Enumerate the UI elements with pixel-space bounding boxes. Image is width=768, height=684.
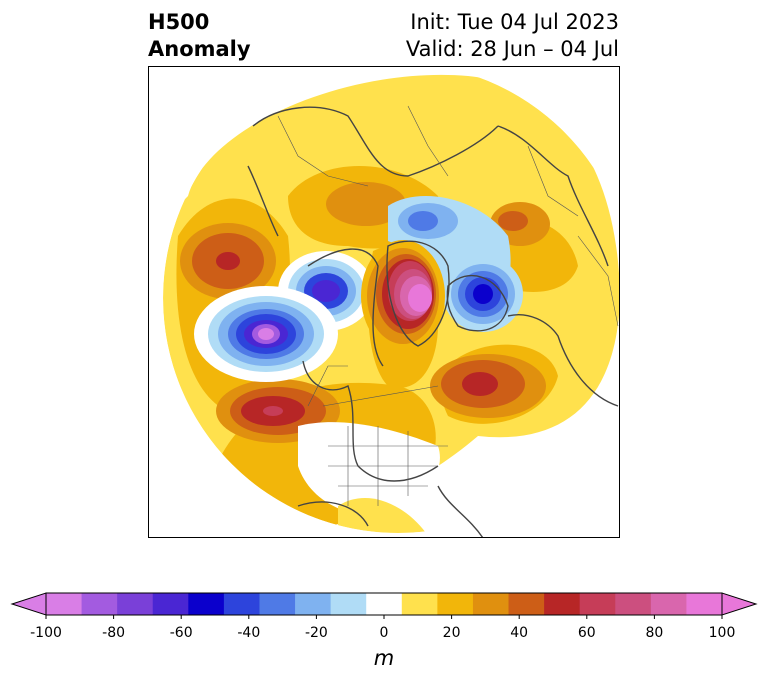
colorbar-segment xyxy=(188,593,225,615)
colorbar-tick-label: -20 xyxy=(304,625,328,641)
colorbar-segment xyxy=(81,593,118,615)
colorbar-tick-label: -40 xyxy=(237,625,261,641)
map-border xyxy=(148,66,620,538)
colorbar-unit-label: m xyxy=(373,646,395,670)
title-variable: H500 xyxy=(148,10,210,34)
colorbar-segment xyxy=(472,593,510,615)
colorbar-tick-label: -100 xyxy=(30,625,62,641)
colorbar-segment xyxy=(295,593,332,615)
colorbar-segment xyxy=(544,593,581,615)
colorbar-tick-label: -60 xyxy=(169,625,193,641)
title-field: Anomaly xyxy=(148,37,251,61)
colorbar-segment xyxy=(259,593,296,615)
colorbar-tick-label: 60 xyxy=(577,625,596,641)
anomaly-map-svg xyxy=(148,66,620,538)
colorbar-tick-label: 20 xyxy=(442,625,461,641)
colorbar-segment xyxy=(579,593,616,615)
colorbar-extend-min xyxy=(10,592,47,616)
map-title: H500 Anomaly xyxy=(148,9,251,63)
valid-period: Valid: 28 Jun – 04 Jul xyxy=(405,37,619,61)
colorbar-tick-label: 40 xyxy=(510,625,529,641)
colorbar-segment xyxy=(117,593,154,615)
colorbar-extend-max xyxy=(721,592,758,616)
coastlines xyxy=(247,106,619,538)
colorbar-tick-label: 0 xyxy=(379,625,389,641)
colorbar-segment xyxy=(686,593,723,615)
colorbar xyxy=(10,592,758,619)
colorbar-segment xyxy=(330,593,367,615)
map-date-info: Init: Tue 04 Jul 2023 Valid: 28 Jun – 04… xyxy=(406,9,619,63)
colorbar-tick-label: -80 xyxy=(102,625,126,641)
anomaly-contours xyxy=(163,74,620,533)
colorbar-segment xyxy=(152,593,189,615)
colorbar-segment xyxy=(650,593,687,615)
anomaly-map xyxy=(148,66,620,538)
colorbar-segment xyxy=(401,593,438,615)
colorbar-segment xyxy=(615,593,652,615)
colorbar-segment xyxy=(508,593,545,615)
init-date: Init: Tue 04 Jul 2023 xyxy=(410,10,619,34)
colorbar-segment xyxy=(366,593,403,615)
colorbar-tick-label: 100 xyxy=(708,625,736,641)
political-borders xyxy=(277,105,619,506)
colorbar-segment xyxy=(223,593,260,615)
colorbar-tick-label: 80 xyxy=(645,625,664,641)
colorbar-segment xyxy=(437,593,474,615)
colorbar-segment xyxy=(46,593,83,615)
